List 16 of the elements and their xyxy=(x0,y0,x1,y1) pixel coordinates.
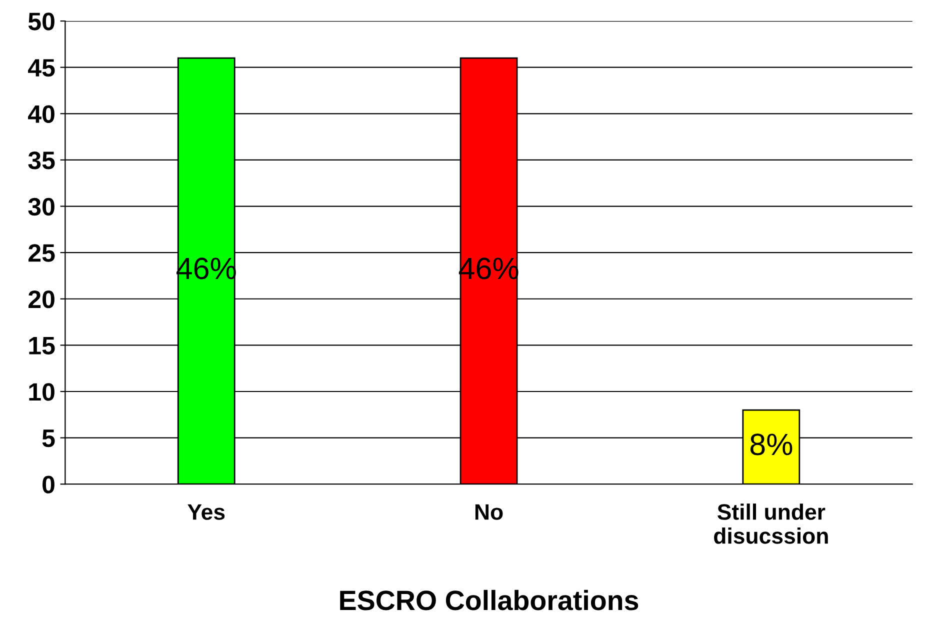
x-axis-title: ESCRO Collaborations xyxy=(340,590,638,610)
data-label: 8% xyxy=(750,434,792,456)
y-tick-label: 15 xyxy=(29,337,55,354)
y-tick-label: 5 xyxy=(42,430,55,448)
y-tick-label: 35 xyxy=(28,152,55,170)
y-tick-label: 30 xyxy=(28,198,54,216)
y-tick-label: 20 xyxy=(28,290,54,308)
y-tick-label: 0 xyxy=(42,476,54,494)
y-tick-label: 25 xyxy=(28,244,55,262)
y-tick-label: 50 xyxy=(28,12,54,30)
y-tick-label: 40 xyxy=(28,105,54,123)
x-tick-label: Still under disucssion xyxy=(714,504,828,544)
x-tick-label: No xyxy=(475,504,503,520)
y-tick-label: 10 xyxy=(29,383,54,401)
y-tick-label: 45 xyxy=(28,59,55,77)
x-tick-label: Yes xyxy=(188,504,225,520)
